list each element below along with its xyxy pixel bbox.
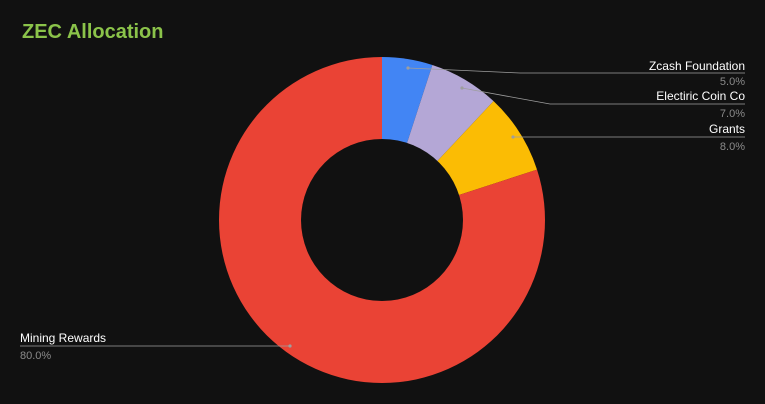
leader-dot-zcash-foundation: [406, 66, 410, 70]
value-label-mining-rewards: 80.0%: [20, 350, 51, 362]
leader-line-electiric-coin-co: [461, 87, 745, 105]
label-electiric-coin-co: Electiric Coin Co: [656, 89, 745, 103]
chart-title: ZEC Allocation: [22, 21, 163, 43]
leader-dot-grants: [511, 135, 515, 139]
value-label-electiric-coin-co: 7.0%: [720, 108, 745, 120]
leader-dot-mining-rewards: [288, 344, 292, 348]
labels-group: Zcash Foundation 5.0%Electiric Coin Co 7.0…: [20, 59, 745, 362]
value-label-zcash-foundation: 5.0%: [720, 76, 745, 88]
value-label-grants: 8.0%: [720, 141, 745, 153]
label-grants: Grants: [709, 122, 745, 136]
label-zcash-foundation: Zcash Foundation: [649, 59, 745, 73]
leader-dot-electiric-coin-co: [460, 86, 464, 90]
leader-line-zcash-foundation: [407, 67, 745, 74]
label-mining-rewards: Mining Rewards: [20, 331, 106, 345]
donut-hole: [301, 139, 463, 301]
